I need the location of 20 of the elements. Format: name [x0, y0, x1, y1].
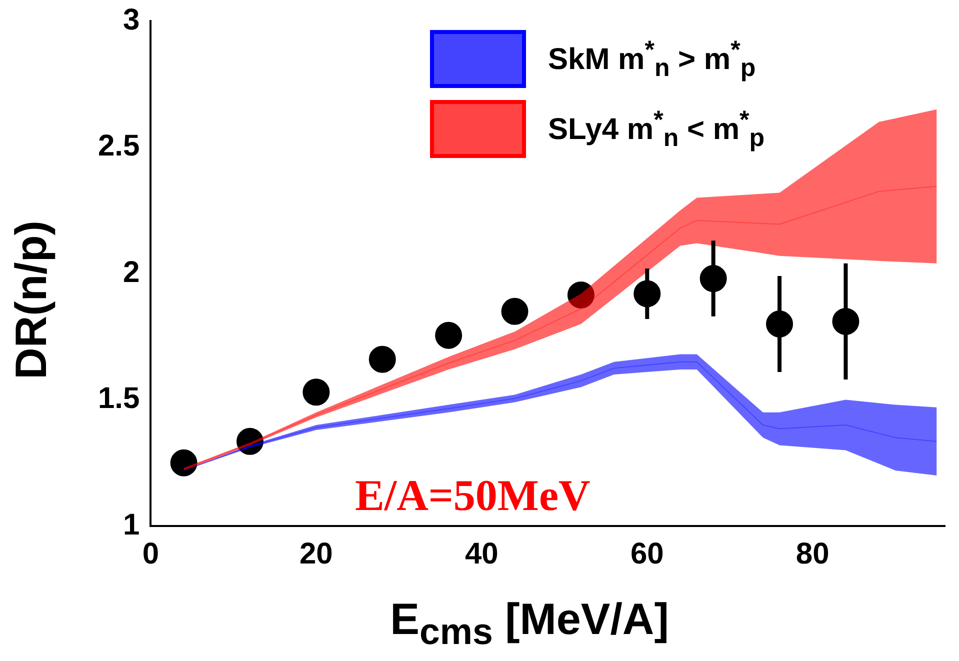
point	[567, 281, 594, 308]
y-axis-title: DR(n/p)	[7, 220, 57, 380]
y-tick-label: 2	[123, 256, 140, 289]
y-tick-label: 1	[123, 508, 140, 542]
x-tick-label: 80	[796, 537, 830, 570]
point	[236, 428, 264, 455]
x-tick-label: 20	[299, 537, 333, 570]
point	[170, 449, 198, 476]
x-tick-label: 60	[630, 537, 664, 570]
y-tick-label: 3	[123, 3, 140, 36]
point	[435, 322, 462, 349]
x-tick-label: 40	[464, 537, 498, 570]
y-tick-label: 2.5	[98, 130, 140, 163]
x-axis-title: E$_{cms}$ [MeV/A]	[389, 595, 670, 653]
y-tick-label: 1.5	[98, 382, 140, 416]
point	[302, 378, 330, 406]
point	[368, 346, 396, 373]
x-tick-label: 0	[142, 537, 160, 570]
point	[501, 298, 528, 325]
annotation: E/A=50MeV	[355, 470, 590, 521]
